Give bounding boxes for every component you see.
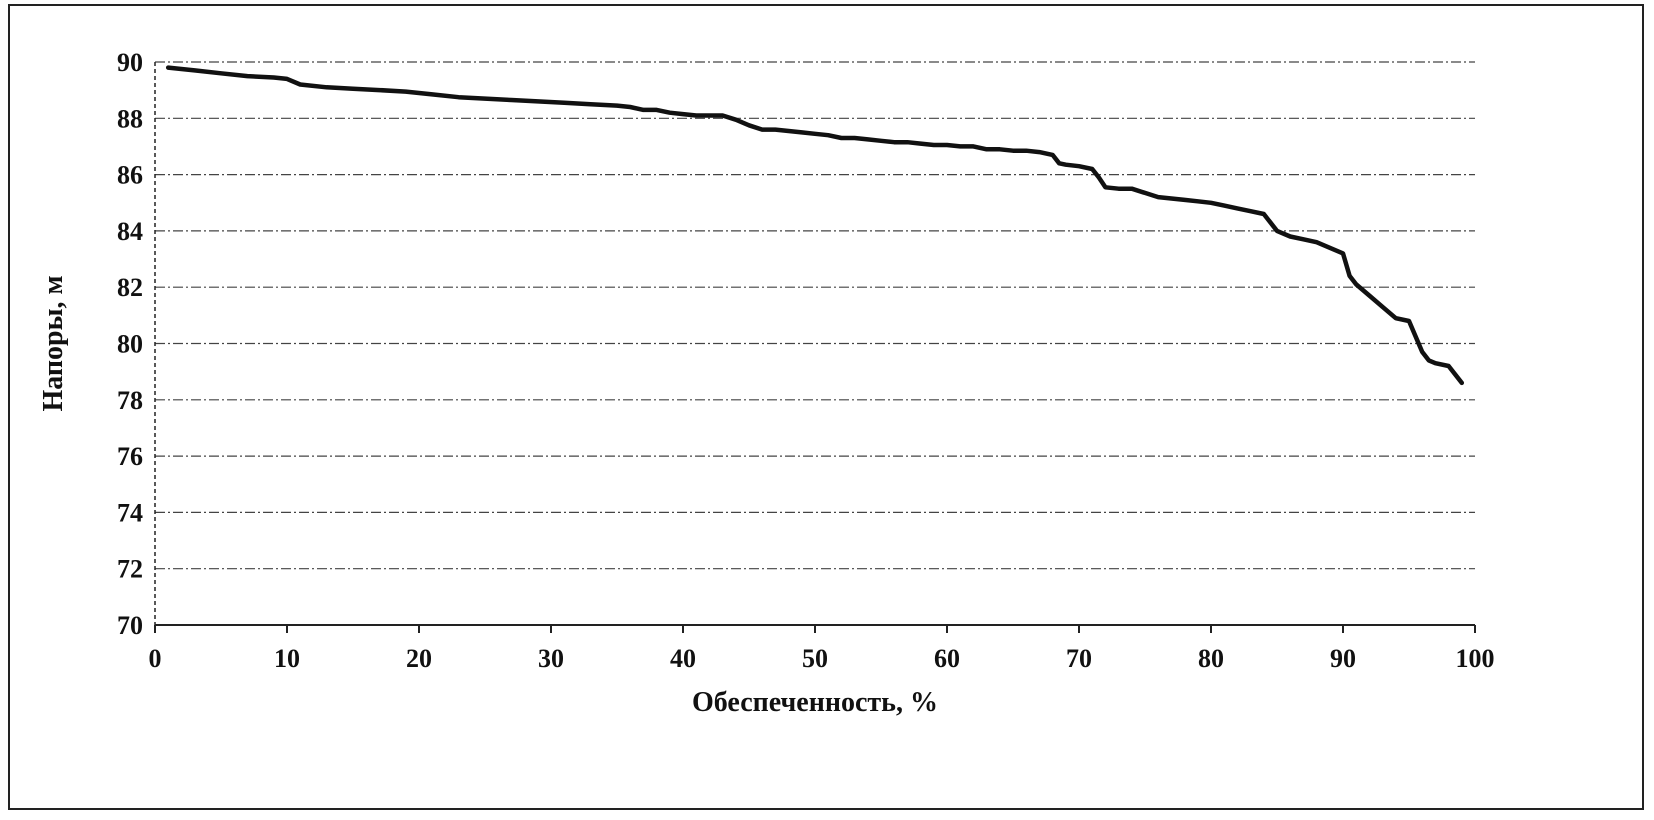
y-tick-label: 84: [117, 217, 143, 246]
y-tick-label: 88: [117, 104, 143, 133]
x-tick-label: 30: [538, 644, 564, 673]
y-tick-label: 82: [117, 273, 143, 302]
y-tick-label: 76: [117, 442, 143, 471]
y-tick-label: 70: [117, 611, 143, 640]
y-tick-label: 80: [117, 330, 143, 359]
y-tick-label: 86: [117, 161, 143, 190]
x-tick-label: 40: [670, 644, 696, 673]
x-tick-label: 10: [274, 644, 300, 673]
y-tick-label: 78: [117, 386, 143, 415]
x-tick-label: 70: [1066, 644, 1092, 673]
x-tick-label: 50: [802, 644, 828, 673]
y-tick-labels: 90 88 86 84 82 80 78 76 74 72 70: [117, 48, 143, 640]
y-tick-label: 90: [117, 48, 143, 77]
line-chart: 90 88 86 84 82 80 78 76 74 72 70 0 10 20 30 40 50 60 70 80…: [38, 48, 1495, 718]
x-axis-title: Обеспеченность, %: [692, 687, 938, 718]
x-tick-label: 60: [934, 644, 960, 673]
x-tick-label: 0: [149, 644, 162, 673]
gridlines: [155, 61, 1475, 570]
series-layer: [165, 65, 1465, 386]
x-tick-label: 80: [1198, 644, 1224, 673]
series-line-0: [165, 65, 1465, 386]
y-tick-label: 72: [117, 555, 143, 584]
x-tick-label: 20: [406, 644, 432, 673]
y-axis-title: Напоры, м: [38, 275, 69, 411]
y-tick-label: 74: [117, 498, 143, 527]
x-tick-labels: 0 10 20 30 40 50 60 70 80 90 100: [149, 625, 1495, 673]
x-tick-label: 90: [1330, 644, 1356, 673]
x-tick-label: 100: [1456, 644, 1495, 673]
chart-frame: 90 88 86 84 82 80 78 76 74 72 70 0 10 20 30 40 50 60 70 80…: [8, 4, 1644, 810]
